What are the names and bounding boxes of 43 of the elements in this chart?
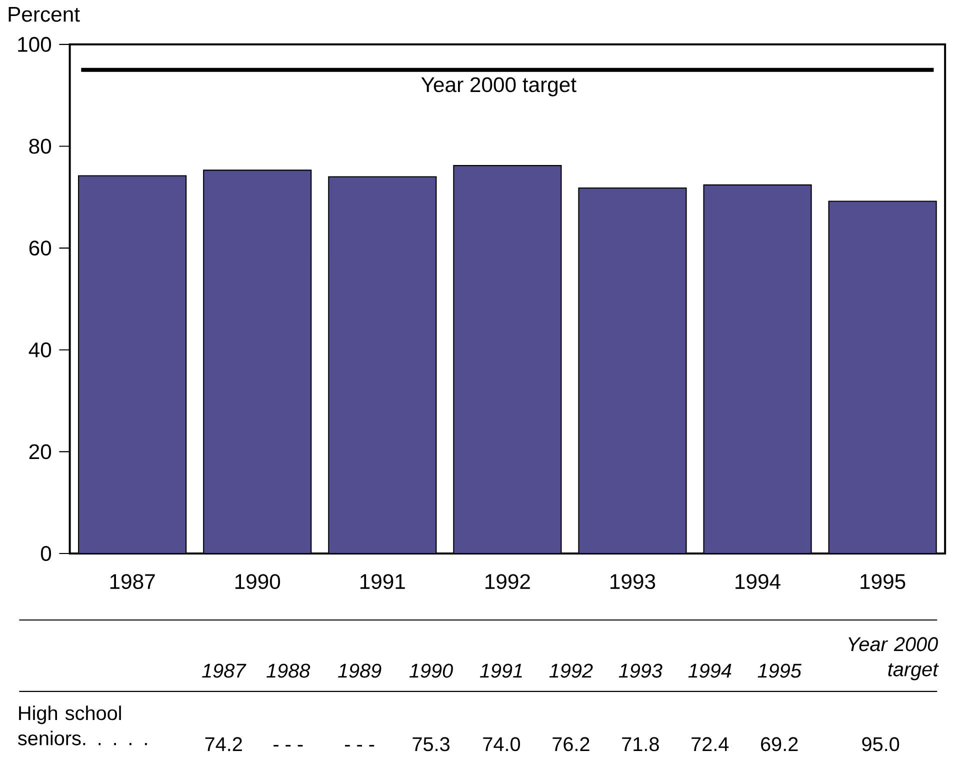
bar bbox=[78, 176, 186, 554]
text: 95.0 bbox=[862, 737, 900, 752]
text: 1992 bbox=[549, 664, 593, 678]
y-tick-label: 60 bbox=[29, 240, 52, 256]
text: 72.4 bbox=[692, 737, 729, 752]
text: High school seniors. . . . . bbox=[18, 706, 147, 746]
text: 69.2 bbox=[761, 737, 798, 752]
bar bbox=[828, 200, 937, 554]
y-tick-label: 20 bbox=[29, 444, 52, 460]
text: 75.3 bbox=[412, 737, 450, 752]
text: 1995 bbox=[758, 664, 802, 678]
text: 74.2 bbox=[205, 737, 242, 752]
bar bbox=[454, 166, 562, 554]
y-axis-title: Percent bbox=[8, 7, 80, 22]
x-tick-label: 1987 bbox=[110, 574, 155, 590]
bar bbox=[204, 170, 312, 554]
y-tick-label: 0 bbox=[40, 546, 52, 562]
x-tick-label: 1990 bbox=[235, 574, 280, 590]
y-tick-label: 100 bbox=[18, 37, 52, 52]
text: - - - bbox=[274, 745, 303, 747]
x-tick-label: 1995 bbox=[860, 574, 906, 590]
text: 1994 bbox=[688, 664, 732, 678]
text: Year 2000 target bbox=[848, 637, 939, 680]
text: 1989 bbox=[338, 664, 382, 678]
text: 74.0 bbox=[483, 737, 520, 752]
bar bbox=[578, 188, 686, 554]
x-tick-label: 1992 bbox=[486, 574, 530, 590]
text: 71.8 bbox=[622, 737, 659, 752]
bar bbox=[328, 176, 436, 554]
bar bbox=[704, 185, 812, 554]
ref-line-label: Year 2000 target bbox=[421, 77, 576, 96]
y-tick-label: 80 bbox=[29, 138, 52, 154]
text: 1990 bbox=[409, 664, 453, 678]
x-tick-label: 1993 bbox=[610, 574, 656, 590]
text: - - - bbox=[345, 745, 374, 747]
x-tick-label: 1994 bbox=[736, 574, 780, 590]
x-tick-label: 1991 bbox=[360, 574, 405, 590]
text: 76.2 bbox=[552, 737, 590, 752]
y-tick-label: 40 bbox=[28, 342, 52, 358]
text: 1987 bbox=[202, 664, 246, 678]
text: 1993 bbox=[618, 664, 662, 678]
text: 1988 bbox=[266, 664, 310, 678]
text: 1991 bbox=[480, 664, 522, 678]
